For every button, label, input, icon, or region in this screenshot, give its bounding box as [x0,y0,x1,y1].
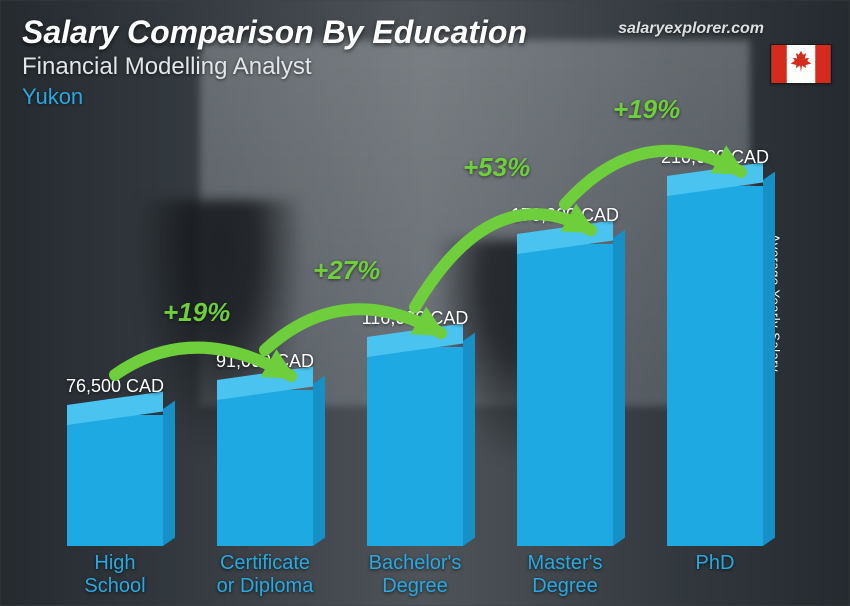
chart-subtitle: Financial Modelling Analyst [22,53,828,81]
increase-pct: +53% [463,152,530,183]
value-label: 210,000 CAD [635,147,795,168]
value-label: 91,000 CAD [185,351,345,372]
bar [517,244,613,546]
bar [217,390,313,546]
category-label: PhD [635,552,795,575]
category-label: Certificateor Diploma [185,552,345,598]
bar-chart: 76,500 CADHighSchool91,000 CADCertificat… [40,150,800,546]
category-label: Master'sDegree [485,552,645,598]
increase-pct: +19% [613,94,680,125]
bar [667,186,763,546]
canada-flag-icon [770,44,832,84]
value-label: 76,500 CAD [35,376,195,397]
bar [67,415,163,546]
category-label: Bachelor'sDegree [335,552,495,598]
increase-pct: +27% [313,255,380,286]
chart-region: Yukon [22,84,828,110]
value-label: 116,000 CAD [335,308,495,329]
increase-pct: +19% [163,297,230,328]
watermark: salaryexplorer.com [618,20,764,38]
category-label: HighSchool [35,552,195,598]
value-label: 176,000 CAD [485,205,645,226]
bar [367,347,463,546]
